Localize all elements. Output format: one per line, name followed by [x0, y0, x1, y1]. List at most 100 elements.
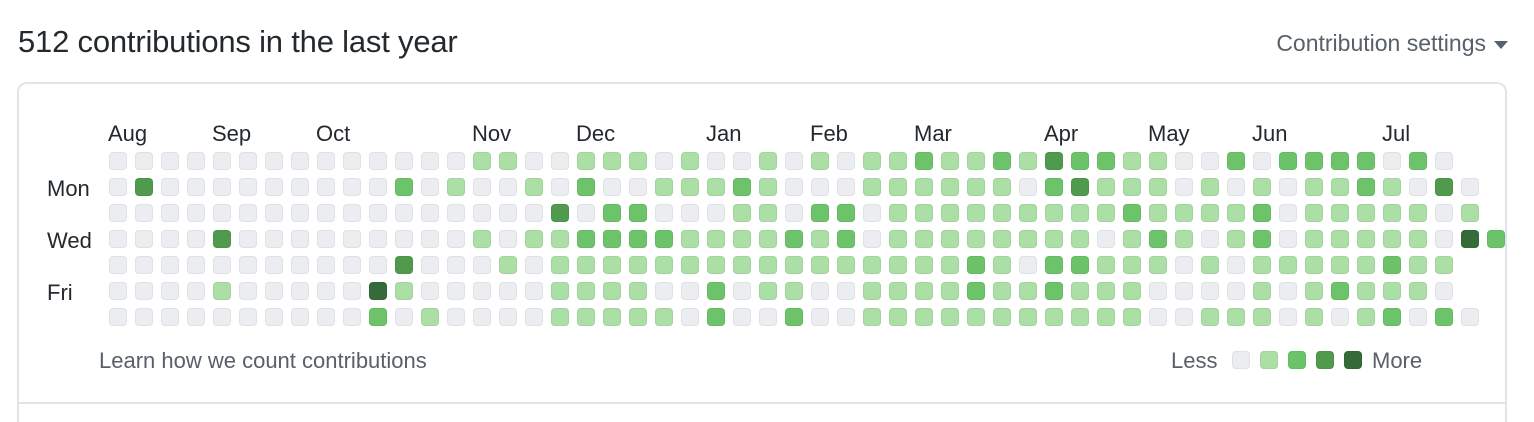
contribution-day-cell[interactable] [863, 256, 881, 274]
contribution-day-cell[interactable] [1227, 178, 1245, 196]
contribution-day-cell[interactable] [473, 230, 491, 248]
contribution-day-cell[interactable] [291, 282, 309, 300]
contribution-day-cell[interactable] [941, 204, 959, 222]
contribution-day-cell[interactable] [1097, 178, 1115, 196]
contribution-day-cell[interactable] [1123, 282, 1141, 300]
contribution-day-cell[interactable] [1305, 178, 1323, 196]
contribution-day-cell[interactable] [785, 204, 803, 222]
contribution-day-cell[interactable] [1331, 204, 1349, 222]
contribution-day-cell[interactable] [239, 308, 257, 326]
contribution-day-cell[interactable] [603, 282, 621, 300]
contribution-day-cell[interactable] [681, 308, 699, 326]
contribution-day-cell[interactable] [707, 230, 725, 248]
contribution-day-cell[interactable] [655, 308, 673, 326]
contribution-day-cell[interactable] [135, 152, 153, 170]
contribution-day-cell[interactable] [1175, 256, 1193, 274]
contribution-day-cell[interactable] [1097, 256, 1115, 274]
contribution-day-cell[interactable] [525, 256, 543, 274]
contribution-day-cell[interactable] [1071, 282, 1089, 300]
contribution-day-cell[interactable] [135, 256, 153, 274]
contribution-day-cell[interactable] [1227, 282, 1245, 300]
contribution-day-cell[interactable] [1435, 230, 1453, 248]
contribution-day-cell[interactable] [941, 256, 959, 274]
contribution-day-cell[interactable] [785, 308, 803, 326]
contribution-day-cell[interactable] [733, 282, 751, 300]
contribution-day-cell[interactable] [915, 256, 933, 274]
contribution-day-cell[interactable] [135, 204, 153, 222]
contribution-day-cell[interactable] [681, 230, 699, 248]
contribution-day-cell[interactable] [109, 230, 127, 248]
contribution-day-cell[interactable] [473, 204, 491, 222]
contribution-day-cell[interactable] [629, 308, 647, 326]
contribution-day-cell[interactable] [499, 230, 517, 248]
contribution-day-cell[interactable] [1045, 230, 1063, 248]
contribution-day-cell[interactable] [317, 204, 335, 222]
contribution-day-cell[interactable] [317, 282, 335, 300]
contribution-day-cell[interactable] [967, 230, 985, 248]
contribution-day-cell[interactable] [1435, 282, 1453, 300]
contribution-day-cell[interactable] [1357, 308, 1375, 326]
contribution-day-cell[interactable] [785, 152, 803, 170]
contribution-day-cell[interactable] [603, 256, 621, 274]
contribution-day-cell[interactable] [655, 204, 673, 222]
contribution-day-cell[interactable] [395, 230, 413, 248]
contribution-day-cell[interactable] [317, 230, 335, 248]
contribution-day-cell[interactable] [1409, 204, 1427, 222]
contribution-day-cell[interactable] [1331, 178, 1349, 196]
contribution-day-cell[interactable] [343, 178, 361, 196]
contribution-day-cell[interactable] [187, 282, 205, 300]
contribution-day-cell[interactable] [629, 152, 647, 170]
contribution-day-cell[interactable] [1279, 152, 1297, 170]
contribution-day-cell[interactable] [1045, 178, 1063, 196]
contribution-day-cell[interactable] [1175, 282, 1193, 300]
contribution-day-cell[interactable] [707, 308, 725, 326]
contribution-settings-button[interactable]: Contribution settings [1276, 30, 1508, 57]
contribution-day-cell[interactable] [551, 308, 569, 326]
contribution-day-cell[interactable] [317, 152, 335, 170]
contribution-day-cell[interactable] [759, 308, 777, 326]
contribution-day-cell[interactable] [1201, 204, 1219, 222]
contribution-day-cell[interactable] [1175, 230, 1193, 248]
contribution-day-cell[interactable] [161, 230, 179, 248]
contribution-day-cell[interactable] [1227, 152, 1245, 170]
contribution-day-cell[interactable] [291, 204, 309, 222]
contribution-day-cell[interactable] [551, 204, 569, 222]
contribution-day-cell[interactable] [1175, 178, 1193, 196]
contribution-day-cell[interactable] [109, 204, 127, 222]
contribution-day-cell[interactable] [655, 152, 673, 170]
contribution-day-cell[interactable] [577, 256, 595, 274]
contribution-day-cell[interactable] [1071, 152, 1089, 170]
contribution-day-cell[interactable] [1487, 230, 1505, 248]
contribution-day-cell[interactable] [109, 256, 127, 274]
contribution-day-cell[interactable] [915, 308, 933, 326]
contribution-day-cell[interactable] [499, 204, 517, 222]
contribution-day-cell[interactable] [1253, 282, 1271, 300]
contribution-day-cell[interactable] [603, 204, 621, 222]
contribution-day-cell[interactable] [811, 204, 829, 222]
contribution-day-cell[interactable] [1097, 204, 1115, 222]
learn-contributions-link[interactable]: Learn how we count contributions [99, 348, 427, 373]
contribution-day-cell[interactable] [1253, 256, 1271, 274]
contribution-day-cell[interactable] [161, 178, 179, 196]
contribution-day-cell[interactable] [1331, 282, 1349, 300]
contribution-day-cell[interactable] [525, 204, 543, 222]
contribution-day-cell[interactable] [1019, 256, 1037, 274]
contribution-day-cell[interactable] [811, 256, 829, 274]
contribution-day-cell[interactable] [1357, 256, 1375, 274]
contribution-day-cell[interactable] [473, 308, 491, 326]
contribution-day-cell[interactable] [1201, 256, 1219, 274]
contribution-day-cell[interactable] [1435, 308, 1453, 326]
contribution-day-cell[interactable] [707, 178, 725, 196]
contribution-day-cell[interactable] [681, 178, 699, 196]
contribution-day-cell[interactable] [1279, 282, 1297, 300]
contribution-day-cell[interactable] [1409, 230, 1427, 248]
contribution-day-cell[interactable] [1409, 308, 1427, 326]
contribution-day-cell[interactable] [551, 256, 569, 274]
contribution-day-cell[interactable] [1279, 256, 1297, 274]
contribution-day-cell[interactable] [1383, 282, 1401, 300]
contribution-day-cell[interactable] [915, 230, 933, 248]
contribution-day-cell[interactable] [161, 256, 179, 274]
contribution-day-cell[interactable] [1097, 282, 1115, 300]
contribution-day-cell[interactable] [1227, 230, 1245, 248]
contribution-day-cell[interactable] [1019, 230, 1037, 248]
